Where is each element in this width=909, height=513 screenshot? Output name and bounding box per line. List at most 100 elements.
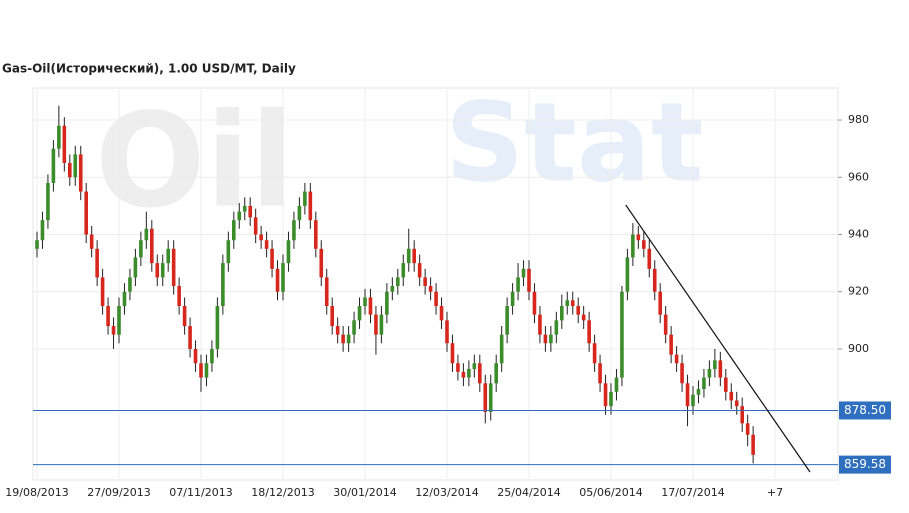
candle-body <box>128 277 132 292</box>
candle-body <box>385 291 389 315</box>
candle-body <box>330 306 334 327</box>
x-tick-label: 30/01/2014 <box>333 486 396 499</box>
candle-body <box>155 263 160 278</box>
candle-body <box>740 406 744 424</box>
candle-body <box>275 268 280 292</box>
candle-body <box>625 257 630 292</box>
candle-body <box>215 306 220 349</box>
candle-body <box>363 297 367 307</box>
candle-body <box>193 348 198 364</box>
x-tick-label: 17/07/2014 <box>661 486 724 499</box>
candle-body <box>609 391 613 407</box>
trend-line <box>625 204 811 473</box>
y-tick-label: 940 <box>848 227 869 240</box>
candle-body <box>620 291 624 378</box>
level-label-box <box>839 401 891 420</box>
candle-body <box>297 205 302 221</box>
candle-body <box>57 125 61 149</box>
x-tick-label: 07/11/2013 <box>169 486 232 499</box>
candle-body <box>89 234 94 249</box>
candle-body <box>729 391 734 401</box>
candle-body <box>499 334 504 364</box>
candle-body <box>182 306 187 327</box>
candle-body <box>560 306 564 321</box>
x-tick-label: 05/06/2014 <box>579 486 642 499</box>
candle-body <box>46 182 50 221</box>
watermark: Oil <box>95 85 295 237</box>
candle-body <box>374 314 378 335</box>
candle-body <box>35 240 39 249</box>
candle-body <box>40 220 45 241</box>
candle-body <box>160 263 165 278</box>
candle-body <box>122 291 127 307</box>
candle-body <box>73 154 78 178</box>
candle-body <box>166 248 170 264</box>
candle-body <box>253 217 258 235</box>
candle-body <box>368 297 373 315</box>
level-label: 859.58 <box>844 457 886 471</box>
candle-body <box>292 220 296 241</box>
candle-body <box>614 377 619 392</box>
candle-body <box>335 326 340 335</box>
candle-body <box>242 205 247 212</box>
x-tick-label: 18/12/2013 <box>251 486 314 499</box>
candle-body <box>303 191 307 206</box>
candle-body <box>554 320 559 335</box>
candle-body <box>133 257 138 278</box>
candle-body <box>144 228 149 241</box>
candle-body <box>674 354 679 364</box>
candle-body <box>139 240 143 258</box>
candle-body <box>346 334 351 344</box>
candle-body <box>106 306 110 327</box>
x-tick-label: +7 <box>767 486 783 499</box>
candle-body <box>51 148 56 183</box>
candle-body <box>401 263 406 278</box>
candle-body <box>248 205 252 218</box>
candle-body <box>396 277 400 287</box>
candle-body <box>642 240 646 249</box>
candle-body <box>707 368 712 378</box>
candle-body <box>647 248 652 269</box>
candle-body <box>264 240 269 249</box>
candle-body <box>308 191 313 221</box>
x-tick-label: 19/08/2013 <box>5 486 68 499</box>
candle-body <box>314 220 318 249</box>
candle-body <box>663 314 668 335</box>
candle-body <box>652 268 657 292</box>
x-tick-label: 27/09/2013 <box>87 486 150 499</box>
candle-body <box>210 348 214 364</box>
candle-body <box>390 286 395 292</box>
candle-body <box>467 368 471 378</box>
watermark: Stat <box>445 78 704 206</box>
candle-body <box>680 363 684 384</box>
candle-body <box>95 248 99 278</box>
candle-body <box>478 363 482 384</box>
candle-body <box>734 400 739 407</box>
candle-body <box>324 277 329 307</box>
candle-body <box>565 300 570 307</box>
candle-body <box>286 240 291 264</box>
candle-body <box>150 228 154 264</box>
candle-body <box>570 300 575 307</box>
y-tick-label: 920 <box>848 285 869 298</box>
candle-body <box>549 334 553 344</box>
candle-body <box>456 363 460 372</box>
candle-body <box>702 377 706 390</box>
candle-body <box>532 291 537 315</box>
candle-body <box>226 240 231 264</box>
candle-body <box>505 306 509 335</box>
candle-body <box>417 263 422 278</box>
candle-body <box>232 220 236 241</box>
candle-body <box>171 248 176 287</box>
candle-body <box>434 291 438 307</box>
x-tick-label: 12/03/2014 <box>415 486 478 499</box>
candle-body <box>84 191 88 235</box>
candle-body <box>177 286 181 307</box>
candle-body <box>100 277 105 307</box>
candle-body <box>281 263 285 292</box>
candle-body <box>587 320 591 344</box>
candle-body <box>751 434 755 455</box>
y-tick-label: 960 <box>848 170 869 183</box>
candle-body <box>603 383 608 407</box>
candle-body <box>483 383 488 412</box>
